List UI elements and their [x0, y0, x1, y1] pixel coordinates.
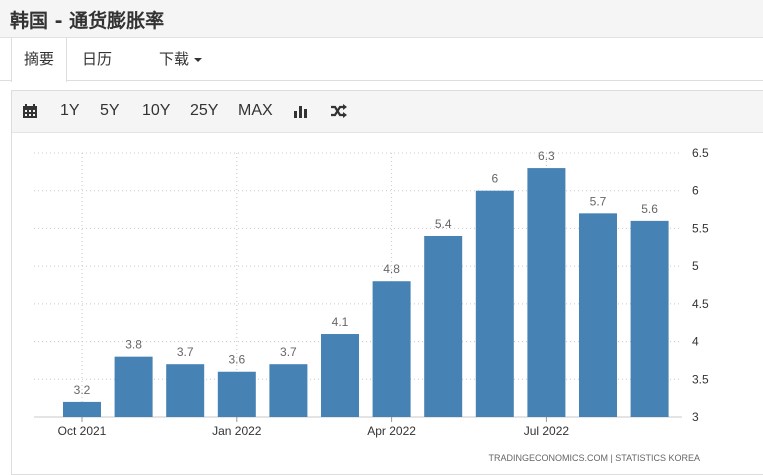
bar	[321, 334, 359, 417]
data-label: 3.7	[280, 345, 297, 359]
bars	[63, 168, 669, 417]
bar	[527, 168, 566, 417]
y-tick-label: 5	[692, 259, 699, 273]
bar	[475, 190, 514, 417]
tab-summary[interactable]: 摘要	[11, 38, 67, 82]
tab-download[interactable]: 下载	[159, 38, 203, 81]
x-tick-label: Apr 2022	[367, 424, 416, 438]
chart-toolbar: 1Y 5Y 10Y 25Y MAX	[12, 91, 763, 133]
tab-bar: 摘要 日历 下载	[0, 38, 763, 82]
data-label: 5.6	[641, 202, 658, 216]
tab-calendar[interactable]: 日历	[82, 50, 113, 68]
data-label: 3.7	[177, 345, 194, 359]
range-1y-button[interactable]: 1Y	[60, 102, 80, 119]
y-tick-label: 6	[692, 184, 699, 198]
bar	[63, 401, 101, 417]
x-axis: Oct 2021 Jan 2022 Apr 2022 Jul 2022	[58, 417, 570, 438]
page-title: 韩国 - 通货膨胀率	[10, 10, 165, 32]
data-label: 6.3	[538, 149, 555, 163]
y-tick-label: 4	[692, 335, 699, 349]
y-tick-label: 5.5	[692, 221, 709, 235]
y-axis: 3 3.5 4 4.5 5 5.5 6 6.5	[692, 146, 709, 424]
inflation-bar-chart: 3.2 3.8 3.7 3.6 3.7 4.1 4.8 5.4 6 6.3 5.7 5.6 3 3.5 4…	[34, 146, 709, 463]
calendar-icon[interactable]	[22, 103, 38, 124]
data-label: 3.6	[228, 353, 245, 367]
x-tick-label: Jan 2022	[212, 424, 262, 438]
tab-download-label: 下载	[159, 50, 190, 68]
x-tick-label: Jul 2022	[524, 424, 570, 438]
y-tick-label: 4.5	[692, 297, 709, 311]
bar-chart-icon[interactable]	[293, 104, 309, 124]
chart-panel: 1Y 5Y 10Y 25Y MAX 3.2 3.8 3.7 3.6 3.7 4.1 4.8 5…	[11, 90, 763, 475]
bar	[217, 371, 256, 417]
y-tick-label: 3	[692, 410, 699, 424]
bar	[424, 235, 463, 417]
range-10y-button[interactable]: 10Y	[142, 102, 171, 119]
bar	[579, 213, 617, 417]
caret-down-icon	[194, 57, 203, 62]
title-bar: 韩国 - 通货膨胀率	[0, 0, 763, 38]
source-credit: TRADINGECONOMICS.COM | STATISTICS KOREA	[488, 453, 700, 463]
y-tick-label: 6.5	[692, 146, 709, 160]
data-labels: 3.2 3.8 3.7 3.6 3.7 4.1 4.8 5.4 6 6.3 5.7 5.6	[74, 149, 659, 397]
data-label: 3.2	[74, 383, 91, 397]
data-label: 4.1	[332, 315, 349, 329]
x-tick-label: Oct 2021	[58, 424, 107, 438]
range-5y-button[interactable]: 5Y	[100, 102, 120, 119]
data-label: 5.4	[435, 217, 452, 231]
data-label: 6	[491, 172, 498, 186]
data-label: 5.7	[590, 194, 607, 208]
data-label: 3.8	[125, 338, 142, 352]
bar	[166, 364, 205, 417]
range-max-button[interactable]: MAX	[238, 102, 273, 119]
range-25y-button[interactable]: 25Y	[190, 102, 219, 119]
data-label: 4.8	[383, 262, 400, 276]
y-tick-label: 3.5	[692, 372, 709, 386]
bar	[114, 356, 153, 417]
bar	[269, 364, 308, 417]
bar	[372, 281, 411, 417]
bar	[630, 220, 669, 417]
shuffle-icon[interactable]	[330, 104, 347, 124]
